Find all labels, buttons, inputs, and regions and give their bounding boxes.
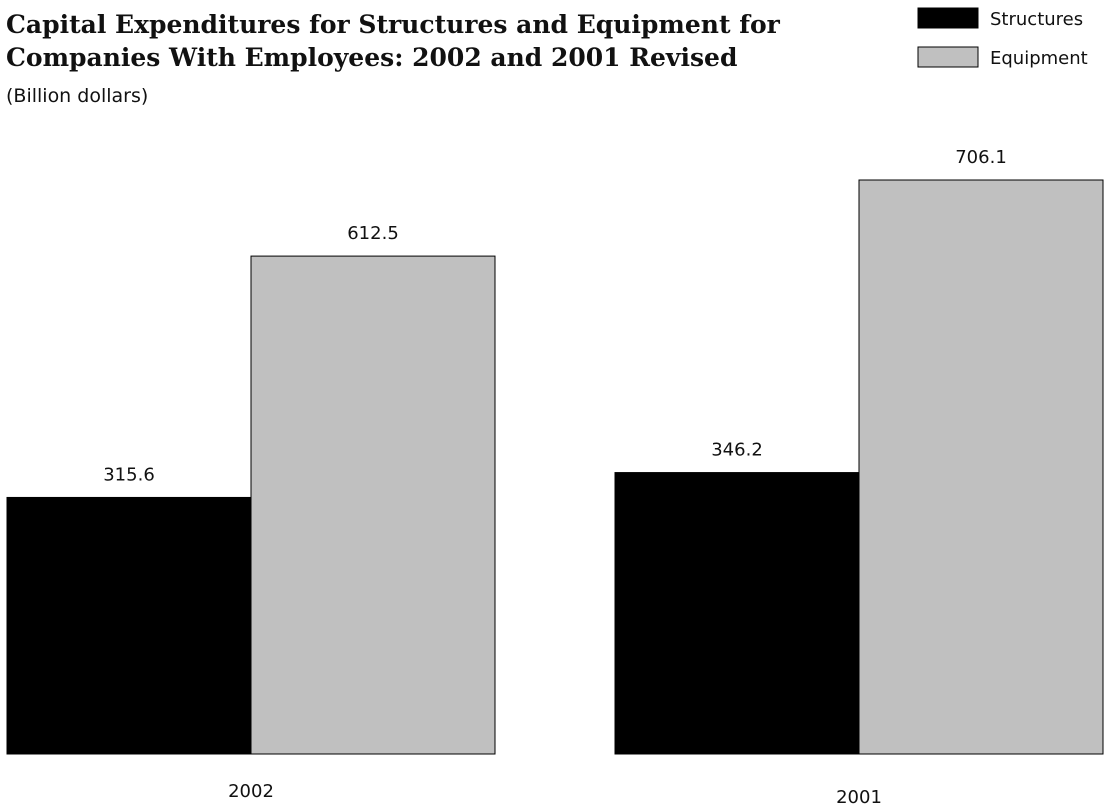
bar-structures-2001 [614, 472, 860, 755]
bar-structures-2002 [6, 496, 252, 755]
legend: Structures Equipment [917, 7, 1088, 69]
category-label-2002: 2002 [228, 781, 274, 802]
legend-label-structures: Structures [990, 9, 1083, 30]
plot-area: 315.6 612.5 2002 346.2 706.1 2001 [6, 147, 1104, 808]
chart-subtitle: (Billion dollars) [6, 85, 148, 107]
legend-label-equipment: Equipment [990, 48, 1088, 69]
bar-equipment-2001 [858, 179, 1104, 755]
legend-swatch-equipment [917, 46, 979, 68]
chart-title-line-2: Companies With Employees: 2002 and 2001 … [6, 43, 737, 72]
legend-swatch-structures [917, 7, 979, 29]
value-label-equipment-2001: 706.1 [955, 147, 1007, 168]
value-label-structures-2001: 346.2 [711, 440, 763, 461]
bar-equipment-2002 [250, 255, 496, 755]
chart-title-line-1: Capital Expenditures for Structures and … [6, 10, 781, 39]
value-label-structures-2002: 315.6 [103, 464, 155, 485]
value-label-equipment-2002: 612.5 [347, 223, 399, 244]
category-label-2001: 2001 [836, 787, 882, 807]
